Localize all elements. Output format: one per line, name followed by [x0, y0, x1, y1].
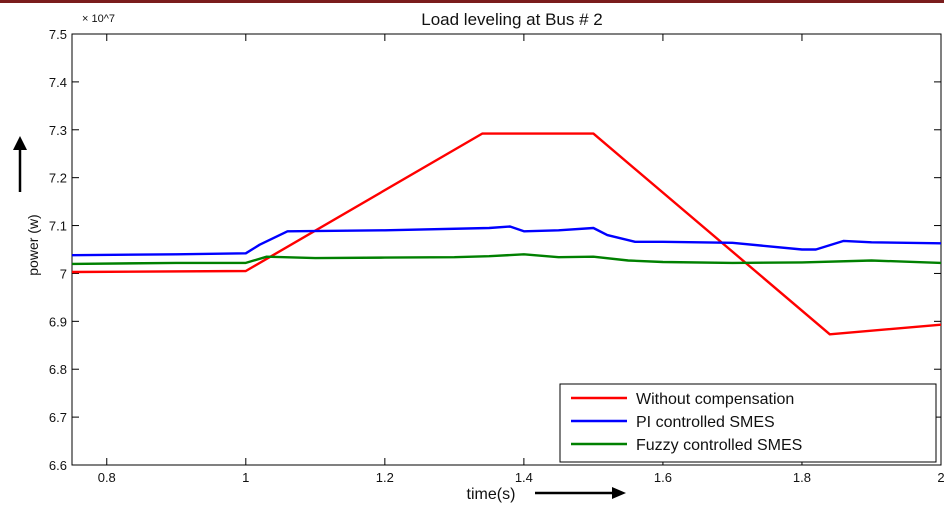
- top-border: [0, 0, 944, 3]
- chart-title: Load leveling at Bus # 2: [421, 10, 602, 29]
- y-tick-label: 7.4: [49, 75, 67, 90]
- x-axis-label: time(s): [467, 486, 516, 503]
- x-tick-label: 1.8: [793, 470, 811, 485]
- y-tick-label: 7.2: [49, 171, 67, 186]
- y-axis-label: power (w): [25, 214, 41, 275]
- series-line-pi-controlled-smes: [71, 225, 942, 257]
- y-axis-arrow: [13, 136, 27, 192]
- x-tick-label: 1.6: [654, 470, 672, 485]
- x-tick-label: 2: [937, 470, 944, 485]
- legend-label-fuzzy-controlled-smes: Fuzzy controlled SMES: [636, 437, 802, 454]
- y-tick-label: 7: [60, 266, 67, 281]
- legend: Without compensation PI controlled SMES Fu…: [559, 383, 937, 463]
- series-line-fuzzy-controlled-smes: [71, 253, 942, 266]
- x-tick-label: 1.2: [376, 470, 394, 485]
- y-tick-label: 6.7: [49, 410, 67, 425]
- x-tick-label: 0.8: [98, 470, 116, 485]
- plot-area: [71, 33, 942, 466]
- x-tick-label: 1: [242, 470, 249, 485]
- y-tick-label: 7.1: [49, 219, 67, 234]
- y-tick-label: 6.6: [49, 458, 67, 473]
- y-tick-label: 6.9: [49, 314, 67, 329]
- y-tick-label: 6.8: [49, 362, 67, 377]
- x-tick-label: 1.4: [515, 470, 533, 485]
- x-axis-arrow: [535, 487, 626, 499]
- y-tick-label: 7.3: [49, 123, 67, 138]
- y-tick-label: 7.5: [49, 27, 67, 42]
- legend-label-pi-controlled-smes: PI controlled SMES: [636, 414, 775, 431]
- y-axis-multiplier: × 10^7: [82, 13, 115, 25]
- legend-label-without-compensation: Without compensation: [636, 391, 794, 408]
- series-line-without-compensation: [71, 132, 942, 336]
